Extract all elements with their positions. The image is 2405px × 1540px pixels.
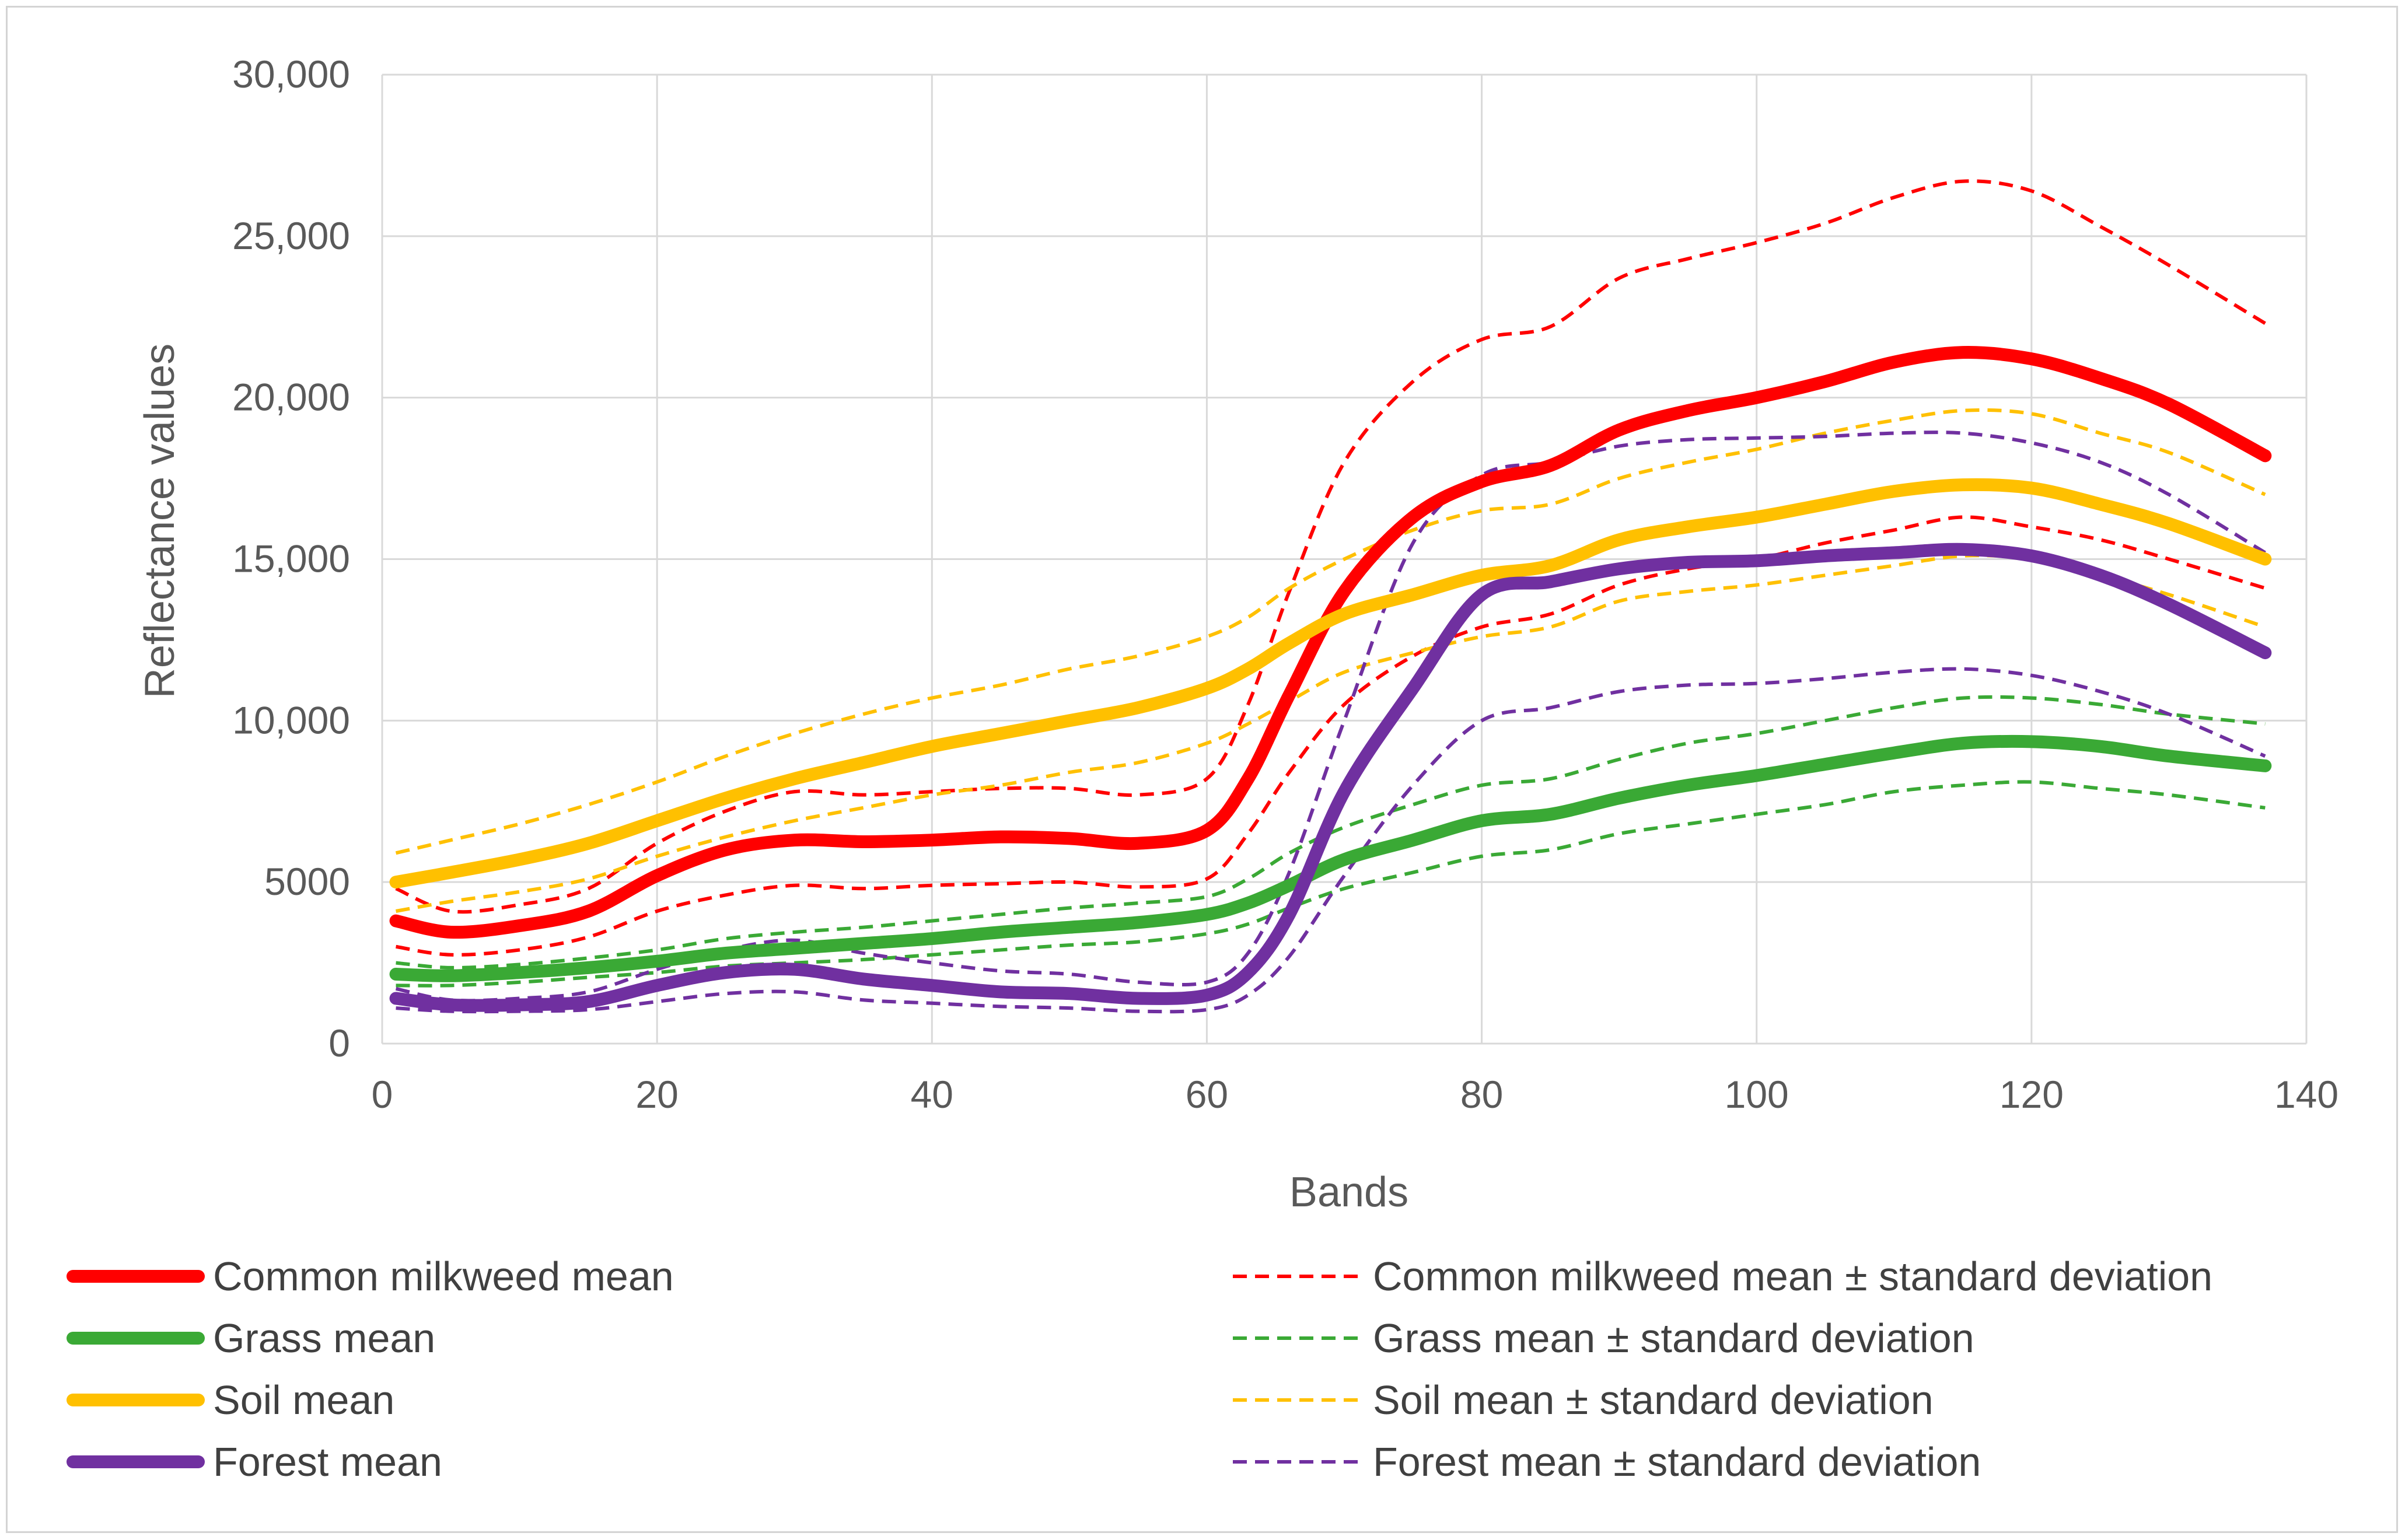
y-tick-label: 20,000 (232, 376, 350, 419)
x-axis-ticks: 0 20 40 60 80 100 120 140 (372, 1073, 2338, 1116)
legend-label-soil-mean: Soil mean (213, 1377, 394, 1423)
legend: Common milkweed mean Grass mean Soil mean F… (67, 1254, 2212, 1485)
legend-label-forest-mean-plus-standard-deviation: Forest mean ± standard deviation (1373, 1439, 1981, 1485)
y-tick-label: 30,000 (232, 52, 350, 96)
x-tick-label: 120 (1999, 1073, 2064, 1116)
y-axis-ticks: 0 5000 10,000 15,000 20,000 25,000 30,000 (232, 52, 350, 1065)
y-axis-title: Reflectance values (137, 344, 183, 698)
legend-label-common-milkweed-mean-plus-standard-deviation: Common milkweed mean ± standard deviatio… (1373, 1254, 2212, 1299)
x-tick-label: 20 (635, 1073, 678, 1116)
x-tick-label: 0 (372, 1073, 393, 1116)
chart-frame: 0 5000 10,000 15,000 20,000 25,000 30,000 0 20 4… (6, 6, 2398, 1533)
series-line-grass-mean-plus-standard-deviation (396, 695, 2266, 970)
legend-label-grass-mean-plus-standard-deviation: Grass mean ± standard deviation (1373, 1315, 1974, 1361)
x-tick-label: 40 (911, 1073, 953, 1116)
series-line-grass-mean-standard-deviation (396, 780, 2266, 988)
series-line-soil-mean-standard-deviation (396, 554, 2266, 913)
legend-label-soil-mean-plus-standard-deviation: Soil mean ± standard deviation (1373, 1377, 1934, 1423)
y-tick-label: 0 (328, 1021, 350, 1065)
x-tick-label: 140 (2274, 1073, 2338, 1116)
series-line-soil-mean-plus-standard-deviation (395, 408, 2266, 855)
series-lines (389, 179, 2272, 1014)
series-line-common-milkweed-mean-plus-standard-deviation (395, 179, 2266, 914)
legend-label-common-milkweed-mean: Common milkweed mean (213, 1254, 674, 1299)
legend-label-grass-mean: Grass mean (213, 1315, 435, 1361)
series-line-forest-mean (389, 542, 2272, 1012)
y-tick-label: 10,000 (232, 698, 350, 741)
x-tick-label: 60 (1186, 1073, 1228, 1116)
series-line-soil-mean (389, 478, 2272, 889)
series-line-common-milkweed-mean (389, 346, 2272, 939)
x-tick-label: 100 (1725, 1073, 1789, 1116)
legend-label-forest-mean: Forest mean (213, 1439, 442, 1485)
series-line-common-milkweed-mean-standard-deviation (396, 515, 2266, 957)
x-tick-label: 80 (1460, 1073, 1503, 1116)
y-tick-label: 5000 (264, 860, 350, 903)
x-axis-title: Bands (1289, 1169, 1408, 1216)
y-tick-label: 25,000 (232, 214, 350, 257)
reflectance-line-chart: 0 5000 10,000 15,000 20,000 25,000 30,000 0 20 4… (67, 52, 2338, 1485)
y-tick-label: 15,000 (232, 537, 350, 580)
